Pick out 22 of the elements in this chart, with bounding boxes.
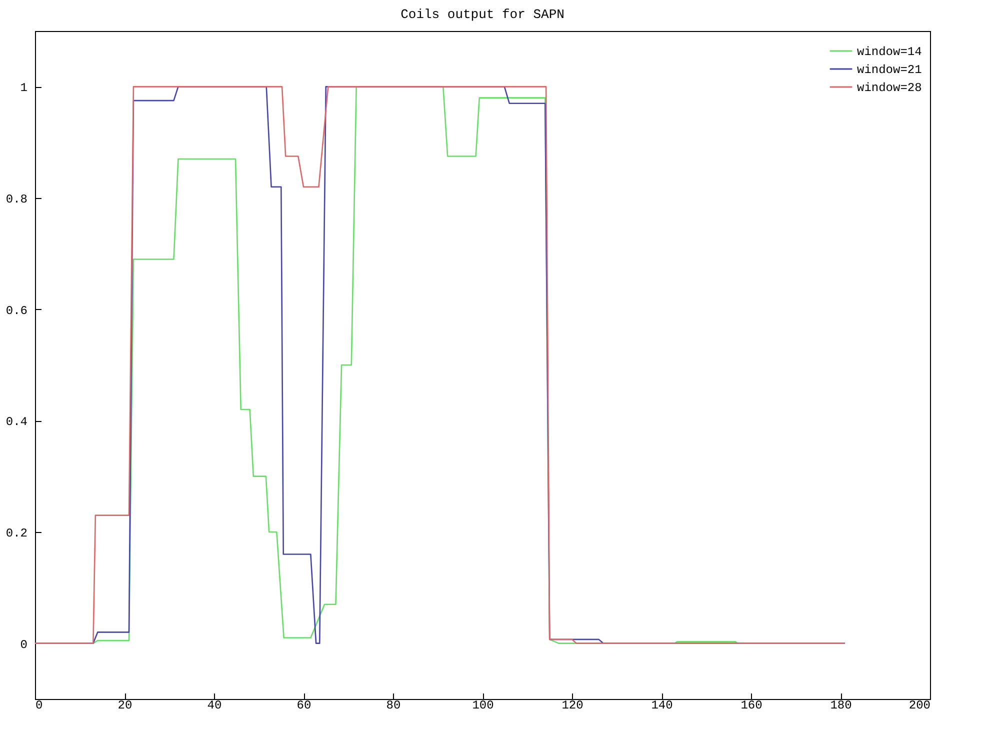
x-tick-label: 20 — [118, 698, 132, 712]
chart-title: Coils output for SAPN — [400, 7, 564, 22]
y-tick-label: 0.8 — [6, 192, 28, 206]
y-tick-label: 0.4 — [6, 415, 28, 430]
x-tick-label: 160 — [740, 698, 762, 712]
x-tick-label: 200 — [908, 698, 930, 712]
x-tick-label: 0 — [36, 698, 43, 712]
x-tick-label: 60 — [296, 698, 312, 712]
y-tick-label: 1 — [20, 81, 28, 96]
x-tick-label: 140 — [651, 698, 673, 712]
line-series — [34, 86, 846, 644]
y-tick-label: 0 — [20, 638, 28, 652]
x-tick-label: 80 — [386, 698, 401, 712]
legend-label: window=21 — [857, 63, 922, 77]
x-tick-label: 180 — [830, 698, 852, 712]
x-tick-label: 100 — [472, 698, 494, 712]
legend-label: window=14 — [857, 45, 922, 59]
x-tick-label: 40 — [207, 698, 222, 712]
legend-label: window=28 — [857, 81, 922, 95]
x-tick-label: 120 — [562, 698, 584, 712]
y-tick-label: 0.6 — [6, 304, 28, 318]
y-tick-label: 0.2 — [6, 526, 28, 540]
